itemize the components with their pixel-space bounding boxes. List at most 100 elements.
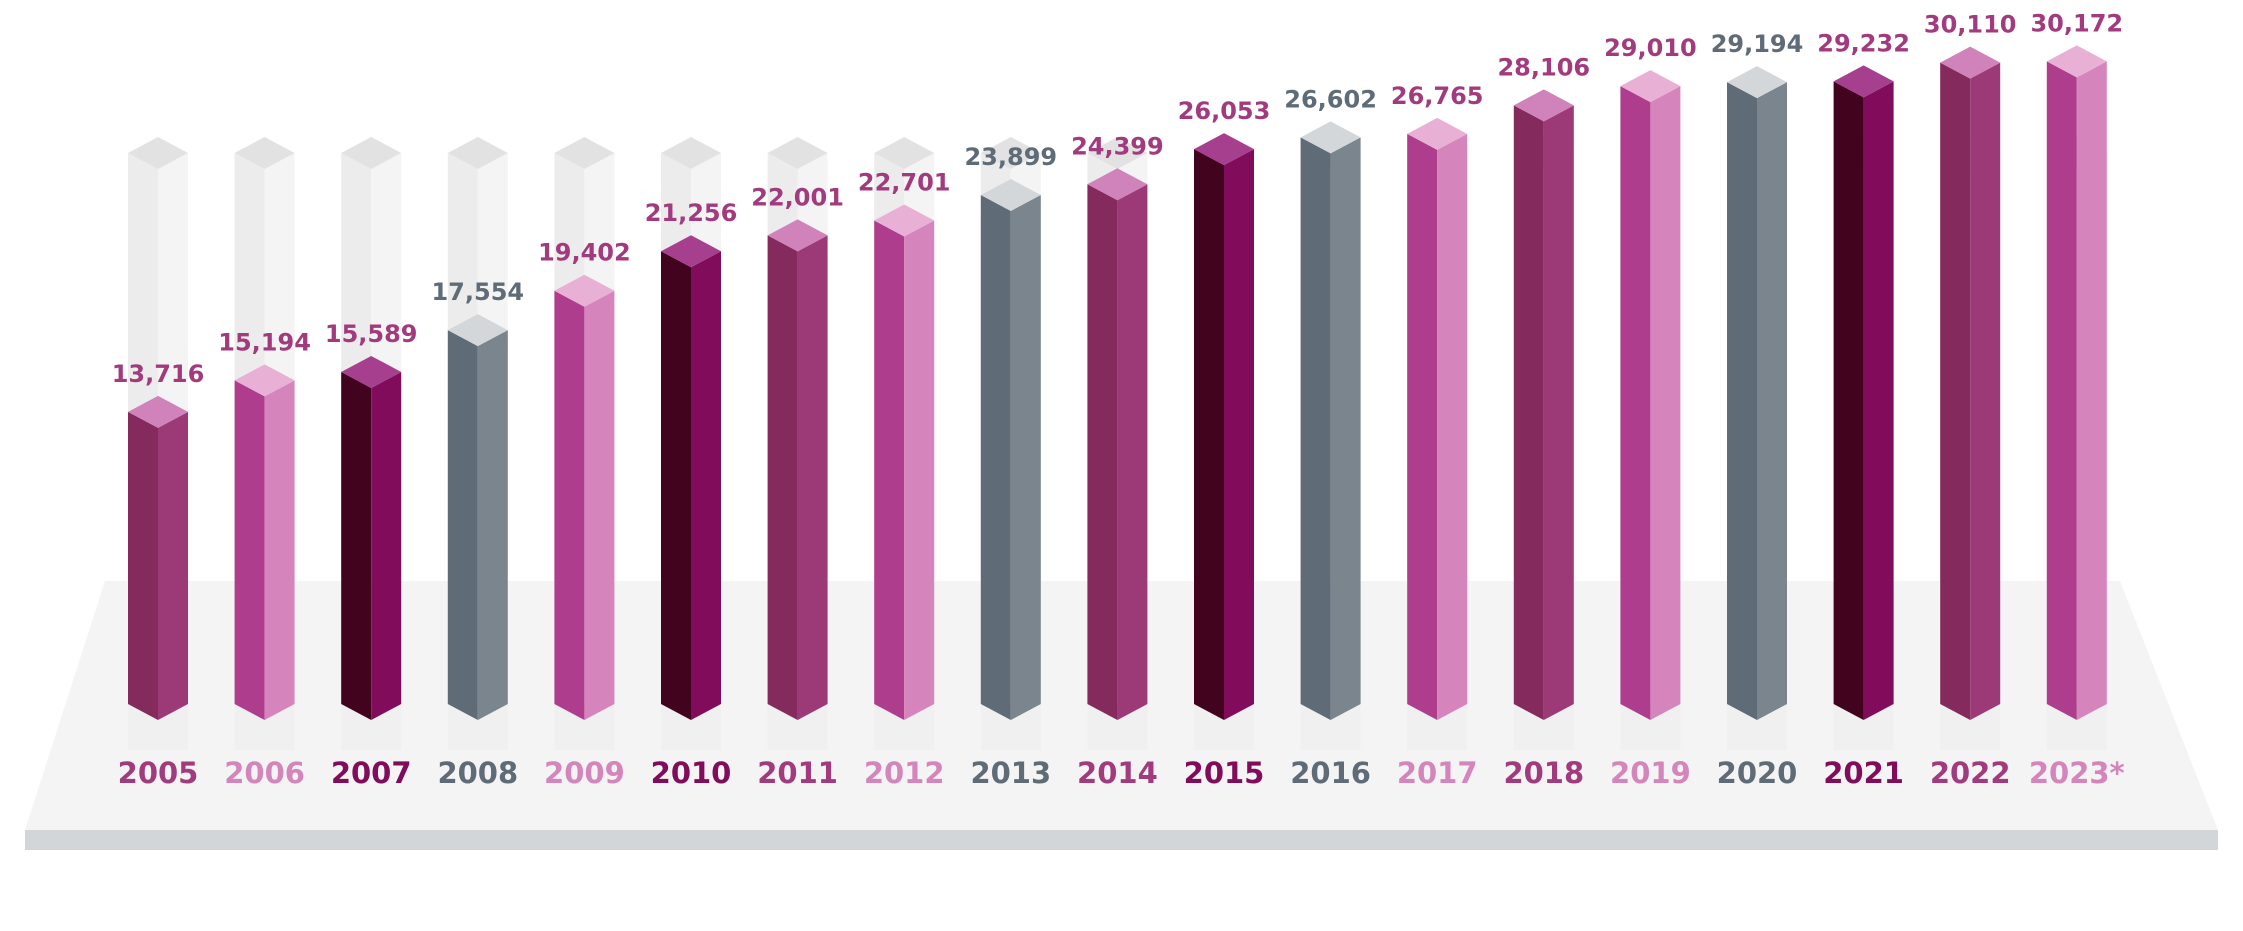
bar-value-label: 21,256: [645, 199, 738, 227]
bar-side-face: [1224, 149, 1254, 720]
x-tick-label: 2012: [864, 756, 945, 790]
x-tick-label: 2018: [1503, 756, 1584, 790]
bar: [447, 314, 508, 720]
bar-shadow: [2046, 704, 2107, 750]
bar-front-face: [234, 380, 265, 720]
bar-value-label: 15,589: [325, 320, 418, 348]
bar-top-face: [767, 219, 828, 252]
bar: [1194, 133, 1254, 720]
bar-side-face: [477, 330, 508, 720]
chart-platform-edge: [25, 830, 2218, 850]
bar-top-face: [554, 274, 615, 307]
bar-value-label: 19,402: [538, 239, 631, 267]
bar-front-face: [874, 220, 905, 721]
bar-value-label: 13,716: [112, 360, 205, 388]
bar: [341, 355, 402, 720]
bar-shadow: [661, 704, 721, 750]
bar-top-face: [341, 355, 402, 388]
x-axis-labels-group: 2005 2006 2007 2008 2009 2010 2011 2012 2013 2014…: [118, 756, 2125, 790]
bar-shadow: [128, 704, 188, 750]
bar-side-face: [1757, 82, 1787, 721]
bar-side-face: [371, 371, 402, 720]
ghost-column-top: [874, 137, 935, 169]
bar: [874, 204, 935, 721]
bar-shadow: [1300, 704, 1361, 750]
bar-value-label: 15,194: [218, 328, 311, 356]
bar-value-label: 30,110: [1924, 11, 2017, 39]
bar-value-label: 24,399: [1071, 132, 1164, 160]
bar-top-face: [1833, 65, 1894, 98]
bar-value-label: 26,765: [1391, 82, 1484, 110]
bar-top-face: [1300, 121, 1361, 154]
bar-top-face: [1940, 46, 2001, 79]
bar-front-face: [2046, 61, 2077, 720]
bar-shadow: [1620, 704, 1681, 750]
bar: [1407, 117, 1468, 720]
x-tick-label: 2017: [1397, 756, 1478, 790]
bar-front-face: [1194, 149, 1224, 720]
bar-front-face: [661, 251, 691, 720]
bar-side-face: [158, 411, 188, 720]
bar-shadow: [767, 704, 828, 750]
ghost-column-top: [980, 137, 1041, 169]
bar-top-face: [874, 204, 935, 237]
bar: [234, 364, 295, 720]
bar-value-label: 22,701: [858, 168, 951, 196]
bar: [661, 235, 721, 720]
bar-value-label: 23,899: [964, 143, 1057, 171]
ghost-column-top: [1087, 137, 1148, 169]
bar-value-label: 29,010: [1604, 34, 1697, 62]
bar-top-face: [1087, 168, 1148, 201]
bar-top-face: [1513, 89, 1574, 122]
bar-side-face: [691, 251, 721, 720]
bar-shadow: [1940, 704, 2001, 750]
bar-front-face: [980, 194, 1011, 720]
ghost-column-top: [661, 137, 721, 169]
bar-side-face: [584, 290, 615, 720]
bar-side-face: [1437, 133, 1468, 720]
bar-shadow: [341, 704, 402, 750]
x-tick-label: 2005: [118, 756, 199, 790]
bar-value-label: 29,194: [1711, 30, 1804, 58]
bar: [1087, 168, 1148, 721]
bar-side-face: [1117, 184, 1148, 721]
ghost-column-top: [554, 137, 615, 169]
bar-top-face: [661, 235, 721, 268]
bar-value-label: 22,001: [751, 183, 844, 211]
bar-shadow: [1727, 704, 1787, 750]
bar-shadow: [447, 704, 508, 750]
bar: [554, 274, 615, 720]
x-tick-label: 2008: [437, 756, 518, 790]
x-tick-label: 2007: [331, 756, 412, 790]
x-tick-label: 2021: [1823, 756, 1904, 790]
bar-value-label: 30,172: [2030, 9, 2123, 37]
ghost-column-top: [447, 137, 508, 169]
ghost-column-top: [767, 137, 828, 169]
bar-top-face: [1727, 66, 1787, 99]
x-tick-label: 2006: [224, 756, 305, 790]
bar: [1727, 66, 1787, 721]
bar: [980, 178, 1041, 720]
x-tick-label: 2022: [1930, 756, 2011, 790]
bar-top-face: [128, 395, 188, 428]
bar-shadow: [554, 704, 615, 750]
bar-value-label: 17,554: [431, 278, 524, 306]
bar-top-face: [1194, 133, 1254, 166]
bar-side-face: [2076, 61, 2107, 720]
bar-front-face: [1407, 133, 1438, 720]
bar-front-face: [447, 330, 478, 720]
x-tick-label: 2019: [1610, 756, 1691, 790]
x-tick-label: 2013: [970, 756, 1051, 790]
bar: [1940, 46, 2001, 721]
bar-shadow: [1087, 704, 1148, 750]
bars-group: [128, 45, 2107, 750]
x-tick-label: 2016: [1290, 756, 1371, 790]
bar-side-face: [904, 220, 935, 721]
bar-shadow: [1833, 704, 1894, 750]
bar-top-face: [1620, 70, 1681, 103]
bar-shadow: [234, 704, 295, 750]
bar-front-face: [1087, 184, 1118, 721]
x-tick-label: 2014: [1077, 756, 1158, 790]
x-tick-label: 2023*: [2029, 756, 2125, 790]
